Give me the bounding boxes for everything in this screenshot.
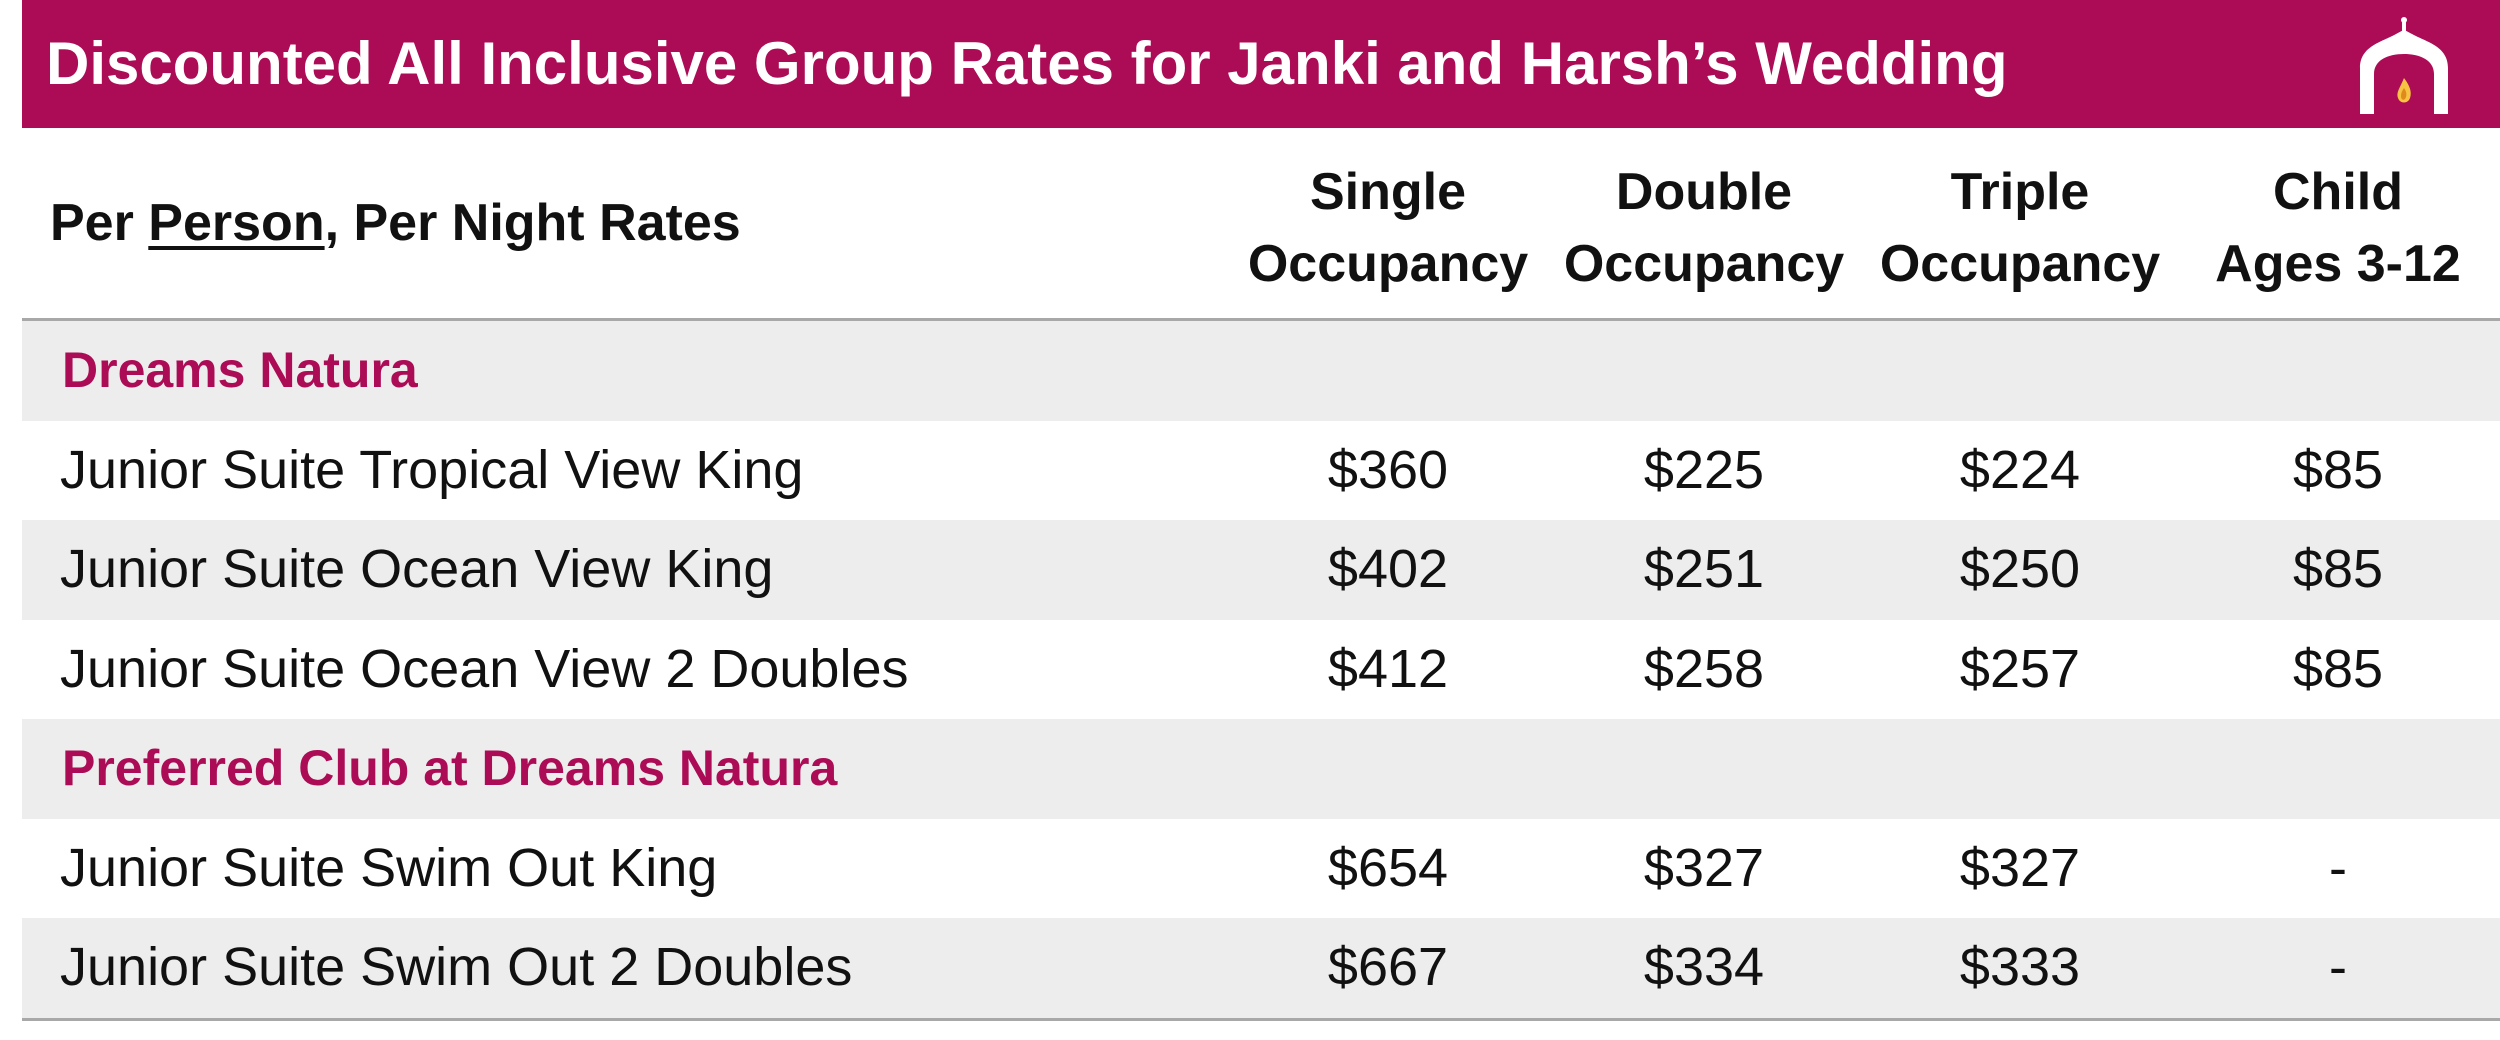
column-header-single: Single Occupancy [1238,156,1538,300]
rate-double: $327 [1643,837,1765,898]
rates-basis-prefix: Per [50,194,149,252]
table-row: Junior Suite Ocean View 2 Doubles $412 $… [22,620,2500,720]
table-row: Junior Suite Ocean View King $402 $251 $… [22,520,2500,620]
rate-single: $667 [1327,937,1449,997]
rate-single: $654 [1327,837,1449,898]
rate-double: $258 [1643,638,1765,699]
column-header-line: Ages 3-12 [2215,235,2461,293]
column-header-line: Occupancy [1879,235,2161,293]
rate-child: $85 [2292,638,2384,699]
table-header-row: Per Person, Per Night Rates Single Occup… [22,128,2500,321]
column-header-line: Occupancy [1563,235,1845,293]
rate-triple: $327 [1959,837,2081,898]
table-row: Junior Suite Tropical View King $360 $22… [22,421,2500,521]
column-header-line: Single [1309,163,1467,221]
room-name: Junior Suite Ocean View King [60,539,774,599]
rate-triple: $250 [1959,539,2081,599]
table-bottom-rule [22,1017,2500,1021]
room-name: Junior Suite Swim Out King [60,837,718,898]
rate-child: $85 [2292,539,2384,599]
rate-single: $412 [1327,638,1449,699]
table-row: Junior Suite Swim Out 2 Doubles $667 $33… [22,918,2500,1018]
rate-triple: $257 [1959,638,2081,699]
venue-arch-icon [2352,16,2456,116]
section-row-preferred-club: Preferred Club at Dreams Natura [22,719,2500,819]
room-name: Junior Suite Tropical View King [60,439,804,500]
table-row: Junior Suite Swim Out King $654 $327 $32… [22,819,2500,919]
rates-basis-suffix: , Per Night Rates [324,194,741,252]
venue-arch-icon-graphic [2360,17,2448,114]
room-name: Junior Suite Swim Out 2 Doubles [60,937,853,997]
column-header-line: Child [2273,163,2403,221]
column-header-child: Child Ages 3-12 [2188,156,2488,300]
rate-double: $225 [1643,439,1765,500]
room-name: Junior Suite Ocean View 2 Doubles [60,638,909,699]
column-header-triple: Triple Occupancy [1870,156,2170,300]
rate-single: $360 [1327,439,1449,500]
rate-child: - [2329,837,2347,898]
column-header-double: Double Occupancy [1554,156,1854,300]
column-header-line: Occupancy [1247,235,1529,293]
rate-child: - [2329,937,2347,997]
rate-child: $85 [2292,439,2384,500]
rate-single: $402 [1327,539,1449,599]
rates-table: Per Person, Per Night Rates Single Occup… [22,128,2500,1021]
rates-basis-label: Per Person, Per Night Rates [50,128,741,318]
section-title: Dreams Natura [62,342,418,398]
title-banner: Discounted All Inclusive Group Rates for… [22,0,2500,128]
rate-double: $251 [1643,539,1765,599]
column-header-line: Double [1615,163,1793,221]
rates-basis-underlined: Person [148,194,325,252]
rate-double: $334 [1643,937,1765,997]
section-row-dreams-natura: Dreams Natura [22,321,2500,421]
rate-triple: $333 [1959,937,2081,997]
section-title: Preferred Club at Dreams Natura [62,740,838,796]
page-title: Discounted All Inclusive Group Rates for… [46,30,2008,97]
rate-triple: $224 [1959,439,2081,500]
column-header-line: Triple [1950,163,2090,221]
